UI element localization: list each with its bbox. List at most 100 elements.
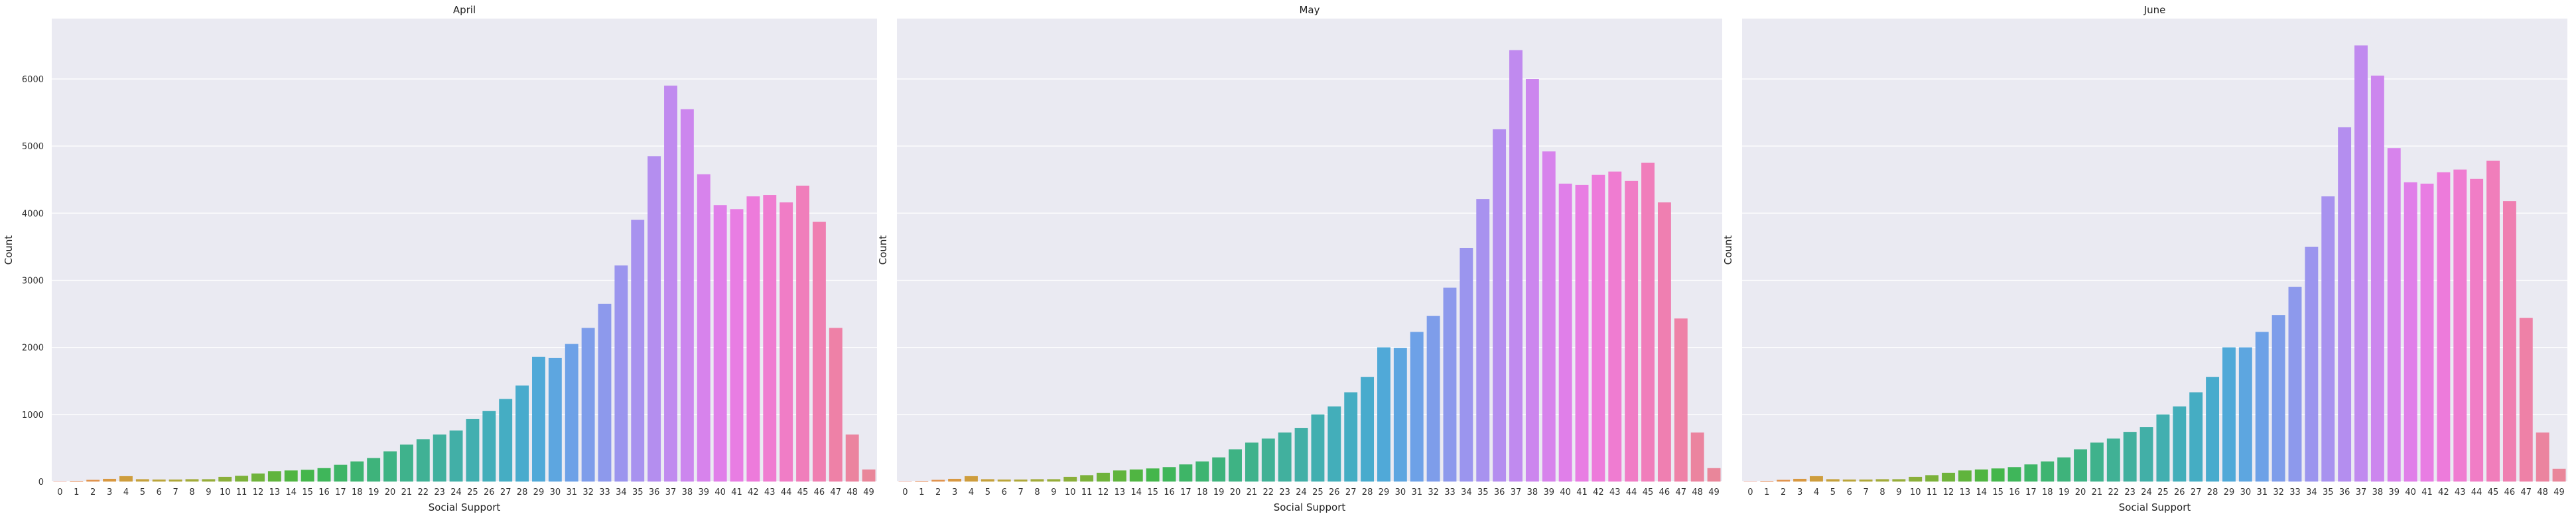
x-tick-label: 5 — [1830, 487, 1836, 497]
bar — [367, 458, 381, 482]
x-tick-label: 39 — [2388, 487, 2400, 497]
x-tick-label: 24 — [450, 487, 462, 497]
x-tick-label: 18 — [2042, 487, 2053, 497]
bar — [1426, 316, 1440, 482]
x-tick-label: 26 — [2174, 487, 2185, 497]
bar — [2305, 246, 2319, 482]
x-tick-label: 44 — [781, 487, 792, 497]
bar — [135, 479, 149, 482]
x-tick-label: 0 — [57, 487, 62, 497]
x-tick-label: 45 — [2488, 487, 2499, 497]
x-tick-label: 22 — [2108, 487, 2120, 497]
bar — [862, 469, 876, 482]
bar — [2321, 196, 2335, 482]
x-tick-label: 27 — [500, 487, 511, 497]
bar — [796, 185, 809, 482]
x-tick-label: 13 — [269, 487, 281, 497]
x-tick-label: 29 — [2224, 487, 2235, 497]
x-tick-label: 11 — [236, 487, 247, 497]
x-tick-label: 1 — [74, 487, 79, 497]
x-tick-label: 11 — [1081, 487, 1093, 497]
x-tick-label: 4 — [1814, 487, 1819, 497]
x-axis-title: Social Support — [429, 501, 501, 513]
bar — [1476, 199, 1490, 482]
x-tick-label: 2 — [1781, 487, 1786, 497]
bar — [1393, 348, 1407, 482]
bar — [317, 468, 331, 482]
panel-title: May — [1299, 4, 1320, 16]
x-tick-label: 33 — [2289, 487, 2301, 497]
bar — [1443, 287, 1457, 482]
x-tick-label: 32 — [1428, 487, 1439, 497]
bar — [284, 470, 298, 482]
x-tick-label: 9 — [206, 487, 211, 497]
x-tick-label: 25 — [467, 487, 478, 497]
x-tick-label: 17 — [2025, 487, 2037, 497]
y-tick-label: 6000 — [22, 75, 44, 85]
bar — [965, 476, 978, 482]
x-tick-label: 42 — [1593, 487, 1604, 497]
x-tick-label: 44 — [1626, 487, 1637, 497]
x-tick-label: 21 — [2092, 487, 2103, 497]
bar — [1047, 479, 1061, 482]
bar — [713, 205, 727, 482]
x-tick-label: 19 — [2059, 487, 2070, 497]
x-tick-label: 43 — [1609, 487, 1621, 497]
bar — [2123, 432, 2137, 482]
bar — [2090, 442, 2104, 482]
bar — [1657, 202, 1671, 482]
x-tick-label: 41 — [1576, 487, 1588, 497]
bar — [2519, 318, 2533, 482]
bar — [1080, 475, 1094, 482]
bar — [898, 481, 912, 482]
bar — [1030, 479, 1044, 482]
bar — [202, 479, 216, 482]
bar — [466, 419, 480, 482]
bar — [780, 202, 793, 482]
x-tick-label: 46 — [814, 487, 825, 497]
bar — [1875, 479, 1889, 482]
x-tick-label: 20 — [2075, 487, 2086, 497]
x-tick-label: 19 — [368, 487, 379, 497]
x-tick-label: 34 — [1461, 487, 1472, 497]
x-tick-label: 37 — [665, 487, 677, 497]
bar — [1179, 464, 1193, 482]
x-tick-label: 24 — [2141, 487, 2152, 497]
x-tick-label: 48 — [847, 487, 858, 497]
x-tick-label: 44 — [2471, 487, 2482, 497]
x-tick-label: 27 — [1345, 487, 1357, 497]
bar — [997, 479, 1011, 482]
bar — [399, 444, 413, 482]
bar — [845, 434, 859, 482]
bar — [1690, 432, 1704, 482]
x-tick-label: 12 — [1943, 487, 1954, 497]
bar — [86, 480, 100, 482]
bar — [2486, 161, 2500, 482]
x-tick-label: 31 — [1411, 487, 1422, 497]
x-tick-label: 34 — [616, 487, 627, 497]
y-axis-title: Count — [3, 235, 15, 265]
x-tick-label: 36 — [649, 487, 660, 497]
x-tick-label: 29 — [533, 487, 545, 497]
bar — [499, 399, 513, 482]
bar — [350, 461, 364, 482]
x-tick-label: 9 — [1896, 487, 1901, 497]
bar — [103, 478, 117, 482]
x-tick-label: 49 — [863, 487, 874, 497]
bar — [1608, 171, 1622, 482]
bar — [829, 328, 843, 482]
bar — [2139, 427, 2153, 482]
bar — [1014, 479, 1028, 482]
x-tick-label: 17 — [335, 487, 346, 497]
x-tick-label: 47 — [831, 487, 842, 497]
x-tick-label: 17 — [1180, 487, 1191, 497]
bar — [1245, 442, 1258, 482]
x-tick-label: 2 — [935, 487, 941, 497]
x-tick-label: 8 — [1034, 487, 1040, 497]
bar — [2255, 332, 2269, 482]
bar — [482, 411, 496, 482]
x-tick-label: 22 — [418, 487, 429, 497]
y-tick-label: 0 — [38, 478, 44, 487]
y-tick-label: 5000 — [22, 142, 44, 152]
